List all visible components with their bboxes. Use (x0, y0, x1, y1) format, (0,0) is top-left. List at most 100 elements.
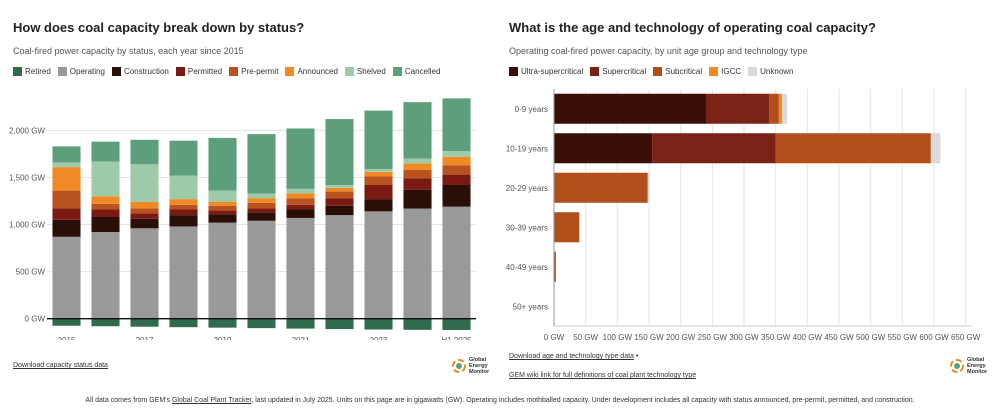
status-legend-item-cancelled: Cancelled (392, 67, 441, 76)
bar-segment-announced (325, 187, 354, 192)
legend-swatch (57, 67, 67, 76)
right-chart-subtitle: Operating coal-fired power capacity, by … (509, 46, 808, 56)
bar-segment-permitted (130, 213, 159, 219)
x-tick-label: H1 2025 (441, 336, 472, 340)
x-tick-label: 350 GW (761, 333, 791, 342)
bar-segment-cancelled (325, 119, 354, 185)
y-tick-label: 2,000 GW (9, 126, 45, 135)
bar-segment-retired (91, 318, 120, 327)
x-tick-label: 2017 (136, 336, 154, 340)
x-tick-label: 150 GW (634, 333, 664, 342)
bar-segment-subcritical (554, 212, 580, 243)
bar-segment-subcritical (554, 251, 556, 282)
bar-segment-retired (325, 318, 354, 330)
x-tick-label: 550 GW (888, 333, 918, 342)
technology-legend-item-ultra-supercritical: Ultra-supercritical (509, 67, 583, 76)
y-tick-label: 500 GW (16, 268, 46, 277)
legend-label: Cancelled (404, 67, 441, 76)
legend-swatch (13, 67, 22, 76)
y-category-label: 30-39 years (506, 223, 548, 232)
bar-segment-shelved (130, 164, 159, 202)
bar-segment-subcritical (775, 133, 931, 164)
bar-segment-retired (286, 318, 315, 329)
bar-segment-shelved (169, 175, 198, 200)
bar-segment-cancelled (247, 134, 276, 194)
technology-legend-item-supercritical: Supercritical (590, 67, 646, 76)
bar-segment-retired (52, 318, 81, 326)
bar-segment-announced (403, 163, 432, 170)
bar-segment-construction (442, 184, 471, 207)
gem-logo-left: Global Energy Monitor (452, 357, 489, 375)
x-tick-label: 0 GW (544, 333, 565, 342)
bar-segment-announced (247, 198, 276, 203)
legend-swatch (509, 67, 518, 76)
download-age-technology-link[interactable]: Download age and technology type data (509, 353, 634, 360)
bar-segment-construction (169, 215, 198, 227)
gem-logo-line2: Energy (967, 363, 986, 369)
gem-logo-line2: Energy (469, 363, 488, 369)
download-capacity-status-link[interactable]: Download capacity status data (13, 362, 108, 369)
legend-label: Unknown (760, 67, 794, 76)
y-category-label: 10-19 years (506, 144, 548, 153)
bar-segment-pre-permit (403, 169, 432, 179)
bar-segment-operating (325, 215, 354, 319)
x-tick-label: 500 GW (856, 333, 886, 342)
bar-segment-shelved (247, 193, 276, 199)
bar-segment-construction (247, 212, 276, 221)
bar-segment-operating (247, 220, 276, 319)
bar-segment-announced (130, 201, 159, 209)
y-category-label: 40-49 years (506, 263, 548, 272)
bar-segment-permitted (364, 184, 393, 200)
bar-segment-operating (52, 236, 81, 319)
x-tick-label: 650 GW (951, 333, 981, 342)
y-tick-label: 1,000 GW (9, 221, 45, 230)
x-tick-label: 200 GW (666, 333, 696, 342)
bar-segment-shelved (52, 162, 81, 168)
status-legend-item-operating: Operating (57, 67, 105, 76)
legend-swatch (344, 67, 354, 76)
bar-segment-shelved (403, 158, 432, 164)
bar-segment-permitted (286, 204, 315, 210)
gem-logo-line3: Monitor (469, 369, 490, 375)
bar-segment-shelved (325, 184, 354, 188)
bar-segment-cancelled (286, 128, 315, 189)
gem-logo-icon (950, 359, 964, 373)
footer-text-before: All data comes from GEM's (85, 397, 172, 404)
x-tick-label: 300 GW (729, 333, 759, 342)
technology-legend-item-subcritical: Subcritical (653, 67, 702, 76)
bar-segment-cancelled (91, 141, 120, 162)
bar-segment-subcritical (554, 172, 648, 203)
legend-swatch (111, 67, 121, 76)
bar-segment-cancelled (52, 146, 81, 163)
bar-segment-pre-permit (208, 205, 237, 211)
bar-segment-announced (286, 193, 315, 199)
bar-segment-construction (403, 189, 432, 209)
legend-label: Pre-permit (241, 67, 279, 76)
bar-segment-pre-permit (91, 203, 120, 210)
bar-segment-shelved (442, 151, 471, 157)
left-chart-title: How does coal capacity break down by sta… (13, 20, 305, 35)
bar-segment-cancelled (130, 139, 159, 165)
bar-segment-cancelled (442, 98, 471, 152)
legend-swatch (285, 67, 295, 76)
gem-wiki-technology-link[interactable]: GEM wiki link for full definitions of co… (509, 372, 697, 379)
legend-swatch (392, 67, 402, 76)
gem-logo-line1: Global (469, 357, 487, 363)
bar-segment-igcc (778, 93, 782, 124)
bar-segment-retired (130, 318, 159, 327)
coal-plant-tracker-link[interactable]: Global Coal Plant Tracker (171, 397, 252, 404)
status-legend-item-shelved: Shelved (344, 67, 386, 76)
legend-swatch (175, 67, 185, 76)
bar-segment-construction (364, 199, 393, 212)
bar-segment-pre-permit (364, 176, 393, 185)
bar-segment-cancelled (403, 102, 432, 159)
x-tick-label: 2023 (370, 336, 388, 340)
gem-logo-line3: Monitor (967, 369, 988, 375)
x-tick-label: 600 GW (919, 333, 949, 342)
x-tick-label: 450 GW (824, 333, 854, 342)
capacity-status-chart: 0 GW 500 GW 1,000 GW 1,500 GW 2,000 GW 2015 20… (9, 98, 476, 340)
bar-segment-ultra-supercritical (554, 133, 653, 164)
bar-segment-cancelled (169, 140, 198, 176)
legend-label: Retired (25, 67, 51, 76)
legend-label: Ultra-supercritical (521, 67, 584, 76)
